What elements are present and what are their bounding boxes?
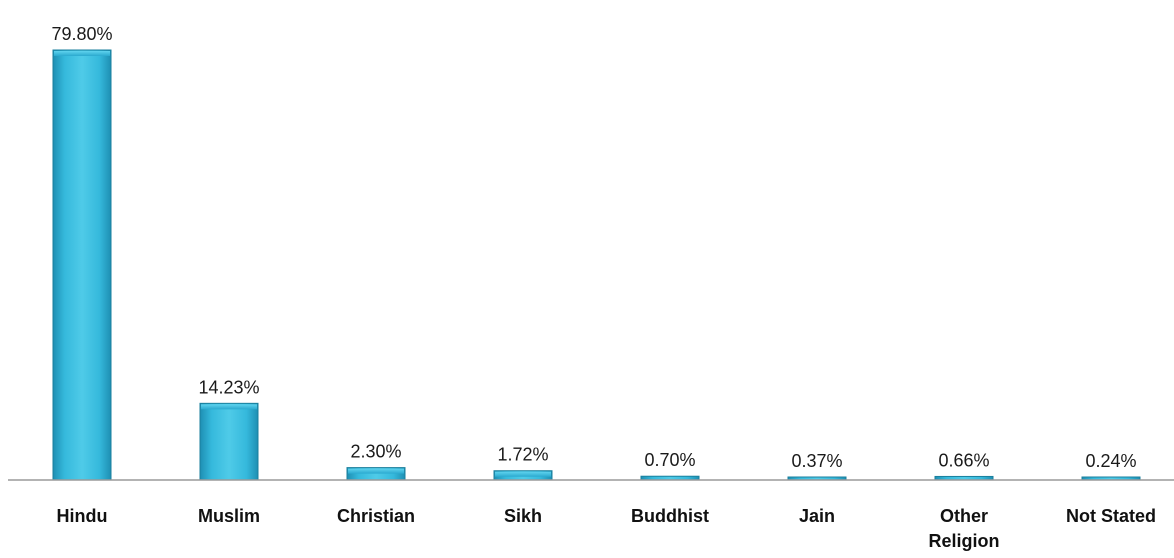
value-label: 1.72% bbox=[497, 445, 548, 465]
category-label: Hindu bbox=[57, 506, 108, 526]
bar-bevel bbox=[495, 471, 551, 477]
bar-bevel bbox=[54, 51, 110, 56]
bar-hindu bbox=[52, 49, 112, 481]
value-label: 2.30% bbox=[350, 442, 401, 462]
category-label: Not Stated bbox=[1066, 506, 1156, 526]
bar-bevel bbox=[201, 404, 257, 410]
value-label: 14.23% bbox=[198, 377, 259, 397]
category-labels-group: Hindu Muslim Christian Sikh Buddhist Jain Othe… bbox=[57, 506, 1157, 551]
value-label: 0.37% bbox=[791, 451, 842, 471]
value-label: 0.24% bbox=[1085, 451, 1136, 471]
value-labels-group: 79.80% 14.23% 2.30% 1.72% 0.70% 0.37% 0.66% 0.2… bbox=[51, 24, 1136, 471]
category-label: Buddhist bbox=[631, 506, 709, 526]
category-label: Muslim bbox=[198, 506, 260, 526]
category-label: Jain bbox=[799, 506, 835, 526]
category-label: Christian bbox=[337, 506, 415, 526]
category-label: Sikh bbox=[504, 506, 542, 526]
value-label: 0.70% bbox=[644, 450, 695, 470]
bar-bevel bbox=[348, 468, 404, 474]
bars-group bbox=[52, 49, 1141, 481]
category-label: Other Religion bbox=[929, 506, 1000, 551]
value-label: 79.80% bbox=[51, 24, 112, 44]
bar-muslim bbox=[199, 402, 259, 481]
value-label: 0.66% bbox=[938, 450, 989, 470]
